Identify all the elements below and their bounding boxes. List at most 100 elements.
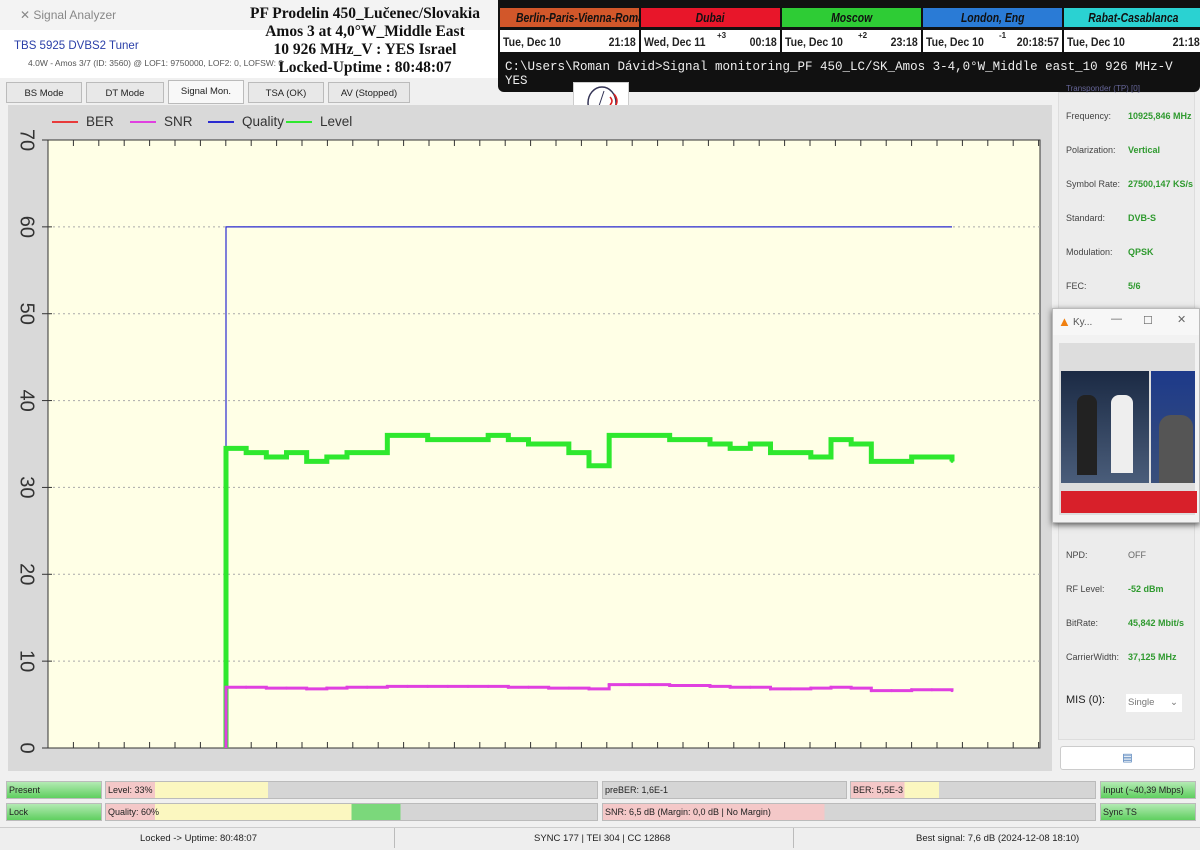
data-point [950,689,954,693]
mis-select[interactable]: Single ⌄ [1126,694,1182,712]
data-point [708,684,712,688]
clock-city: Rabat-Casablanca [1064,8,1200,27]
data-point [748,685,752,689]
field-label: RF Level: [1066,584,1105,594]
ber-bar: BER: 5,5E-3 [850,781,1096,799]
data-point [547,686,551,690]
legend-swatch [130,121,156,123]
data-point [869,459,873,463]
data-point [648,433,651,437]
field-label: Symbol Rate: [1066,179,1121,189]
data-point [809,455,813,459]
close-icon[interactable]: ✕ [1177,314,1187,326]
y-tick-label: 60 [16,216,38,238]
status-bar: Locked -> Uptime: 80:48:07 SYNC 177 | TE… [0,827,1200,850]
data-point [708,442,712,446]
clock-city: London, Eng [923,8,1062,27]
data-point [506,438,510,442]
field-label: NPD: [1066,550,1088,560]
header [0,30,500,78]
clock-2: Tue, Dec 10 +2 23:18 [782,30,923,52]
y-tick-label: 20 [16,563,38,585]
data-point [527,685,530,689]
caption-line: Amos 3 at 4,0°W_Middle East [265,23,465,40]
tab-bs-mode[interactable]: BS Mode [6,82,82,103]
field-value: 10925,846 MHz [1128,111,1192,121]
tab-av-stopped-[interactable]: AV (Stopped) [328,82,410,103]
preber-bar: preBER: 1,6E-1 [602,781,847,799]
data-point [305,687,309,691]
field-label: Frequency: [1066,111,1112,121]
console-command[interactable]: C:\Users\Roman Dávid>Signal monitoring_P… [505,60,1173,88]
tab-signal-mon-[interactable]: Signal Mon. [168,80,244,104]
data-point [849,442,853,446]
status-sync: SYNC 177 | TEI 304 | CC 12868 [534,833,671,844]
data-point [627,683,631,687]
minimize-icon[interactable]: — [1111,313,1122,325]
sync-indicator: Sync TS [1100,803,1196,821]
data-point [789,687,793,691]
field-value: 37,125 MHz [1128,652,1177,662]
data-point [950,459,954,463]
app-icon: ✕ [20,8,34,22]
legend-swatch [208,121,234,123]
data-point [890,689,893,693]
data-point [285,451,288,455]
data-point [466,684,470,688]
field-value: QPSK [1128,247,1154,257]
series-quality [225,226,952,748]
data-point [607,433,611,437]
tab-tsa-ok-[interactable]: TSA (OK) [248,82,324,103]
data-point [345,685,349,689]
panel-toggle-button[interactable]: ▤ [1060,746,1195,770]
data-point [930,688,934,692]
data-point [567,451,571,455]
field-label: Modulation: [1066,247,1113,257]
clock-0: Tue, Dec 10 21:18 [500,30,641,52]
data-point [789,451,793,455]
data-point [567,686,571,690]
panel-header: Transponder (TP) [0] [1066,84,1140,93]
maximize-icon[interactable]: ☐ [1143,315,1153,327]
data-point [325,455,329,459]
data-point [426,684,430,688]
tab-dt-mode[interactable]: DT Mode [86,82,164,103]
field-label: Polarization: [1066,145,1116,155]
data-point [224,446,228,450]
field-label: BitRate: [1066,618,1099,628]
series-snr [224,683,954,748]
data-point [869,689,873,693]
data-point [244,685,248,689]
legend-swatch [52,121,78,123]
video-frame [1059,343,1197,515]
clock-3: Tue, Dec 10 -1 20:18:57 [923,30,1064,52]
chevron-down-icon: ⌄ [1170,697,1178,708]
data-point [587,464,591,468]
data-point [264,455,268,459]
data-point [365,685,369,689]
data-point [809,686,813,690]
data-point [829,438,833,442]
field-value: 45,842 Mbit/s [1128,618,1185,628]
caption-line: PF Prodelin 450_Lučenec/Slovakia [250,5,480,22]
field-value: Vertical [1128,145,1161,155]
input-indicator: Input (~40,39 Mbps) [1100,781,1196,799]
signal-chart: 0 10 20 30 40 50 60 70 [16,130,1041,754]
legend-label: Level [320,114,353,129]
y-tick-label: 50 [16,303,38,325]
present-indicator: Present [6,781,102,799]
data-point [345,451,349,455]
y-tick-label: 40 [16,389,38,411]
data-point [648,683,651,687]
data-point [365,451,369,455]
vlc-window: ▲ Ky... — ☐ ✕ [1052,308,1200,523]
y-tick-label: 30 [16,476,38,498]
data-point [486,433,490,437]
legend-label: Quality [242,114,285,129]
mis-label: MIS (0): [1066,694,1106,706]
field-label: FEC: [1066,281,1087,291]
quality-bar: Quality: 60% [105,803,598,821]
data-point [688,438,692,442]
tuner-name: TBS 5925 DVBS2 Tuner [14,40,139,52]
vlc-cone-icon: ▲ [1058,314,1071,329]
